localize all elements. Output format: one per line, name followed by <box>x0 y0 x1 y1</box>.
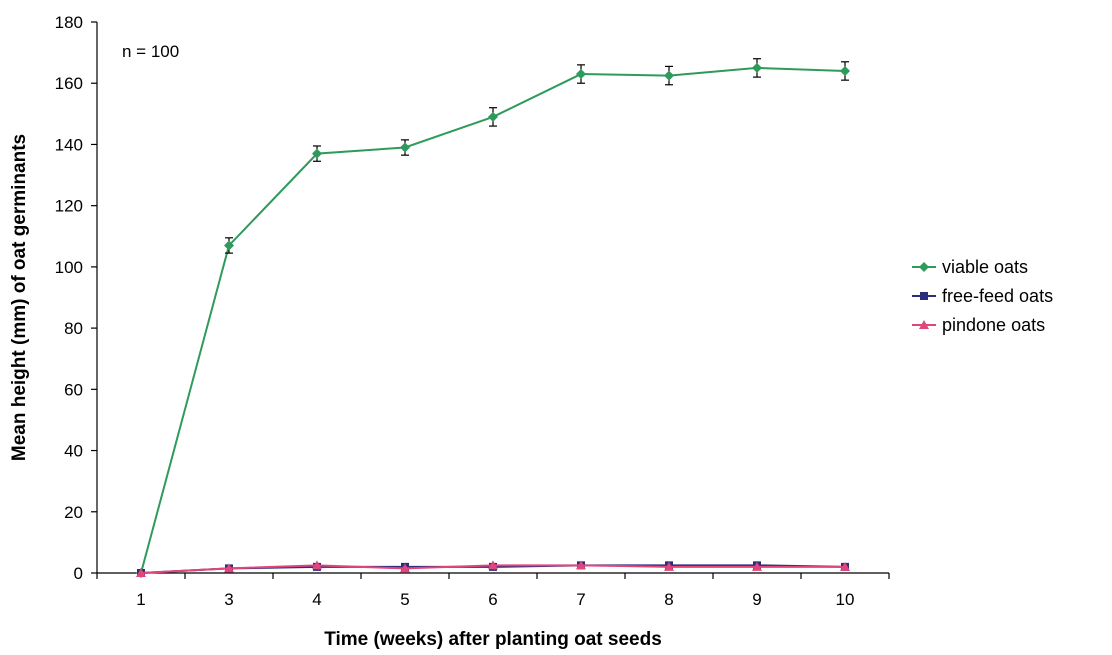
y-tick-label: 160 <box>55 74 83 93</box>
data-point <box>664 561 674 571</box>
y-axis-ticks: 0 20 40 60 80 100 120 140 160 180 <box>55 13 97 583</box>
y-tick-label: 120 <box>55 197 83 216</box>
x-tick-label: 4 <box>312 590 321 609</box>
legend-item: free-feed oats <box>912 286 1053 306</box>
x-tick-label: 9 <box>752 590 761 609</box>
legend-item: pindone oats <box>912 315 1045 335</box>
legend: viable oats free-feed oats pindone oats <box>912 257 1053 335</box>
data-point <box>752 62 762 73</box>
y-axis-title: Mean height (mm) of oat germinants <box>9 134 30 461</box>
y-tick-label: 60 <box>64 380 83 399</box>
y-tick-label: 100 <box>55 258 83 277</box>
y-tick-label: 140 <box>55 135 83 154</box>
legend-label: viable oats <box>942 257 1028 277</box>
plot-area: 0 20 40 60 80 100 120 140 160 180 1 3 4 5 6 7 8 9 10 <box>55 13 890 609</box>
x-tick-label: 10 <box>836 590 855 609</box>
y-tick-label: 40 <box>64 442 83 461</box>
data-point <box>136 568 146 577</box>
legend-label: free-feed oats <box>942 286 1053 306</box>
data-point <box>400 563 410 573</box>
data-point <box>488 111 498 122</box>
data-point <box>224 563 234 573</box>
legend-label: pindone oats <box>942 315 1045 335</box>
x-tick-label: 8 <box>664 590 673 609</box>
data-point <box>840 65 850 76</box>
data-point <box>840 561 850 571</box>
x-tick-label: 5 <box>400 590 409 609</box>
y-tick-label: 80 <box>64 319 83 338</box>
y-tick-label: 20 <box>64 503 83 522</box>
series-layer <box>136 58 850 578</box>
data-point <box>224 240 234 251</box>
data-point <box>576 69 586 80</box>
series-pindone-oats <box>136 560 850 577</box>
data-point <box>488 560 498 570</box>
legend-marker <box>920 292 928 300</box>
data-point <box>312 148 322 159</box>
x-axis-ticks: 1 3 4 5 6 7 8 9 10 <box>96 573 890 609</box>
y-tick-label: 0 <box>74 564 83 583</box>
data-point <box>312 560 322 570</box>
legend-item: viable oats <box>912 257 1028 277</box>
data-point <box>664 70 674 81</box>
y-tick-label: 180 <box>55 13 83 32</box>
legend-marker <box>919 262 929 272</box>
x-tick-label: 1 <box>136 590 145 609</box>
data-point <box>576 560 586 570</box>
data-point <box>752 561 762 571</box>
x-tick-label: 3 <box>224 590 233 609</box>
series-viable-oats <box>136 58 850 578</box>
sample-size-annotation: n = 100 <box>122 42 179 61</box>
data-point <box>400 142 410 153</box>
x-tick-label: 6 <box>488 590 497 609</box>
x-axis-title: Time (weeks) after planting oat seeds <box>324 629 662 650</box>
series-line-viable-oats <box>140 66 846 574</box>
x-tick-label: 7 <box>576 590 585 609</box>
legend-marker <box>919 320 929 329</box>
